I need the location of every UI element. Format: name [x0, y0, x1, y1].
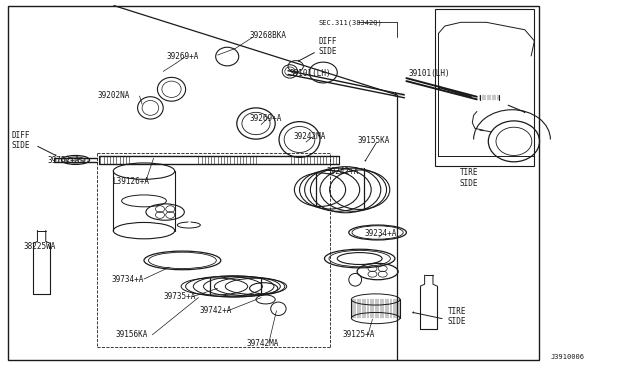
Text: TIRE
SIDE: TIRE SIDE — [460, 168, 478, 187]
Text: 39268BKA: 39268BKA — [250, 31, 287, 40]
Text: TIRE
SIDE: TIRE SIDE — [448, 307, 467, 326]
Text: 39742+A: 39742+A — [200, 307, 232, 315]
Text: 39734+A: 39734+A — [112, 275, 145, 283]
Text: 39752+A: 39752+A — [47, 156, 80, 165]
Text: L39126+A: L39126+A — [112, 177, 149, 186]
Text: 39234+A: 39234+A — [365, 229, 397, 238]
Text: SEC.311(38342Q): SEC.311(38342Q) — [319, 20, 383, 26]
Bar — [8, 6, 539, 360]
Text: 39735+A: 39735+A — [163, 292, 196, 301]
Text: DIFF
SIDE: DIFF SIDE — [12, 131, 30, 150]
Bar — [435, 9, 534, 166]
Text: 39269+A: 39269+A — [250, 114, 282, 123]
Text: 39269+A: 39269+A — [166, 52, 199, 61]
Text: 39742MA: 39742MA — [246, 339, 279, 348]
Text: 39155KA: 39155KA — [357, 136, 390, 145]
Text: 39202NA: 39202NA — [97, 92, 130, 100]
Text: 39101(LH): 39101(LH) — [289, 69, 331, 78]
Text: 39125+A: 39125+A — [342, 330, 375, 339]
Text: 39242MA: 39242MA — [293, 132, 326, 141]
Text: 39242+A: 39242+A — [326, 167, 359, 176]
Text: 39156KA: 39156KA — [115, 330, 148, 339]
Text: J3910006: J3910006 — [550, 354, 584, 360]
Text: 38225WA: 38225WA — [24, 242, 56, 251]
Text: DIFF
SIDE: DIFF SIDE — [318, 37, 337, 56]
Text: 39101(LH): 39101(LH) — [408, 69, 450, 78]
